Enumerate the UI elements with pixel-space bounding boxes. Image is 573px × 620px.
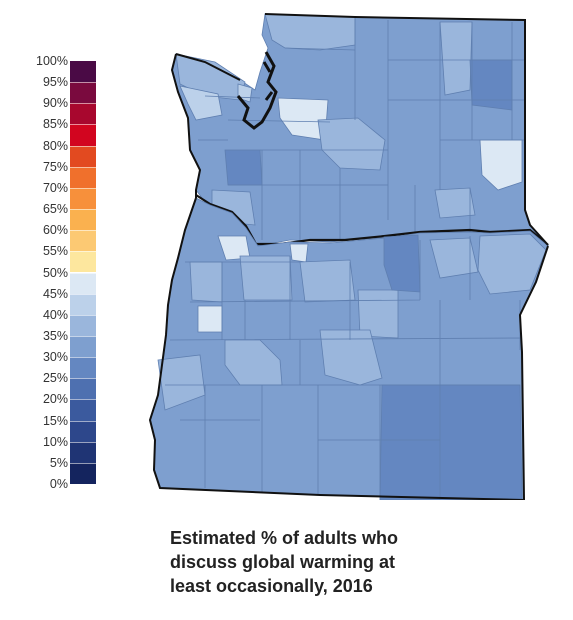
- legend-tick-label: 80%: [42, 138, 68, 153]
- county-or-benton-lighter: [189, 261, 223, 303]
- legend-swatch: [70, 103, 96, 125]
- legend-tick-label: 95%: [42, 75, 68, 90]
- county-wa-garfield-lighter: [434, 187, 476, 219]
- county-or-wheeler-lighter: [357, 289, 399, 339]
- legend-tick-label: 55%: [42, 244, 68, 259]
- legend-tick-label: 70%: [42, 180, 68, 195]
- legend-tick-line: [70, 145, 96, 147]
- legend-swatch: [70, 187, 96, 210]
- county-or-hoodriver-pale: [289, 243, 309, 263]
- county-wa-lewis-dark: [224, 149, 263, 186]
- legend-tick-line: [70, 441, 96, 443]
- county-or-lake-dark: [379, 384, 523, 500]
- legend-tick-line: [70, 209, 96, 211]
- county-or-lane-pale: [197, 305, 223, 333]
- legend-swatch: [70, 61, 96, 83]
- legend-tick-label: 100%: [36, 54, 68, 68]
- legend-tick-label: 60%: [42, 223, 68, 238]
- legend-tick-label: 40%: [42, 307, 68, 322]
- legend-swatch: [70, 357, 96, 379]
- legend-tick-label: 65%: [42, 202, 68, 217]
- washington-state: [171, 13, 550, 247]
- legend-tick-label: 15%: [42, 413, 68, 428]
- county-wa-jefferson-light: [179, 85, 223, 121]
- legend-swatch: [70, 145, 96, 167]
- legend-tick-line: [70, 378, 96, 380]
- legend-swatch: [70, 335, 96, 358]
- county-wa-spokane-dark: [469, 59, 513, 111]
- county-or-deschutes-lighter: [319, 329, 383, 386]
- legend-tick-line: [70, 293, 96, 295]
- legend-swatch: [70, 293, 96, 315]
- legend-swatch: [70, 314, 96, 336]
- county-or-clackamas-lighter: [239, 255, 293, 301]
- legend-swatch: [70, 420, 96, 442]
- legend-tick-line: [70, 357, 96, 359]
- legend-tick-line: [70, 272, 96, 274]
- legend-tick-line: [70, 166, 96, 168]
- legend-tick-label: 85%: [42, 117, 68, 132]
- legend-tick-line: [70, 187, 96, 189]
- county-borders-wa: [198, 17, 525, 240]
- legend-tick-line: [70, 335, 96, 337]
- legend-tick-label: 45%: [42, 286, 68, 301]
- legend-swatch: [70, 251, 96, 273]
- legend-tick-line: [70, 103, 96, 105]
- county-or-morrow-dark: [383, 234, 421, 293]
- legend-tick-line: [70, 230, 96, 232]
- caption-line-2: discuss global warming at: [170, 552, 396, 572]
- legend-tick-label: 30%: [42, 350, 68, 365]
- legend-tick-label: 90%: [42, 96, 68, 111]
- legend-swatch: [70, 82, 96, 104]
- county-or-umatilla-lighter: [429, 237, 479, 279]
- legend-tick-line: [70, 251, 96, 253]
- legend-tick-label: 5%: [49, 455, 68, 470]
- columbia-river-border: [195, 194, 549, 246]
- legend-tick-line: [70, 314, 96, 316]
- legend-tick-label: 75%: [42, 159, 68, 174]
- caption-line-3: least occasionally, 2016: [170, 576, 373, 596]
- legend-swatch: [70, 399, 96, 421]
- legend-swatch: [70, 166, 96, 188]
- legend-swatch: [70, 124, 96, 146]
- county-or-wallowa-lighter: [477, 233, 547, 295]
- legend-tick-line: [70, 82, 96, 84]
- legend-tick-label: 50%: [42, 265, 68, 280]
- legend-tick-label: 35%: [42, 328, 68, 343]
- legend-tick-line: [70, 399, 96, 401]
- oregon-state: [148, 197, 549, 500]
- legend-tick-label: 0%: [49, 477, 68, 491]
- legend-tick-label: 25%: [42, 371, 68, 386]
- puget-sound: [236, 51, 278, 130]
- legend-swatch: [70, 462, 96, 484]
- legend-tick-label: 20%: [42, 392, 68, 407]
- county-or-wasco-lighter: [299, 259, 356, 303]
- legend-tick-line: [70, 420, 96, 422]
- legend-swatch: [70, 272, 96, 294]
- map-caption: Estimated % of adults who discuss global…: [170, 526, 550, 598]
- caption-line-1: Estimated % of adults who: [170, 528, 399, 548]
- oregon-state-outline: [148, 197, 549, 500]
- legend-swatch: [70, 378, 96, 400]
- legend-tick-line: [70, 124, 96, 126]
- choropleth-map: [148, 13, 550, 500]
- legend-tick-label: 10%: [42, 434, 68, 449]
- county-wa-okanogan-lighter: [439, 21, 473, 96]
- legend-swatch: [70, 441, 96, 463]
- legend-swatch: [70, 230, 96, 252]
- legend-tick-line: [70, 462, 96, 464]
- legend-swatch: [70, 209, 96, 231]
- county-wa-island-pale: [277, 97, 329, 141]
- state-outline: [170, 13, 549, 246]
- color-legend: 100% 95% 90% 85% 80% 75% 70% 65% 60% 55% 50% 45% 40%…: [0, 0, 110, 500]
